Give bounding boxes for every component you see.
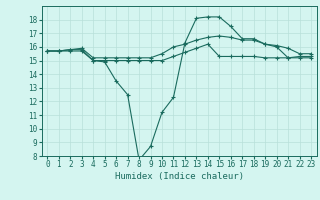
X-axis label: Humidex (Indice chaleur): Humidex (Indice chaleur): [115, 172, 244, 181]
